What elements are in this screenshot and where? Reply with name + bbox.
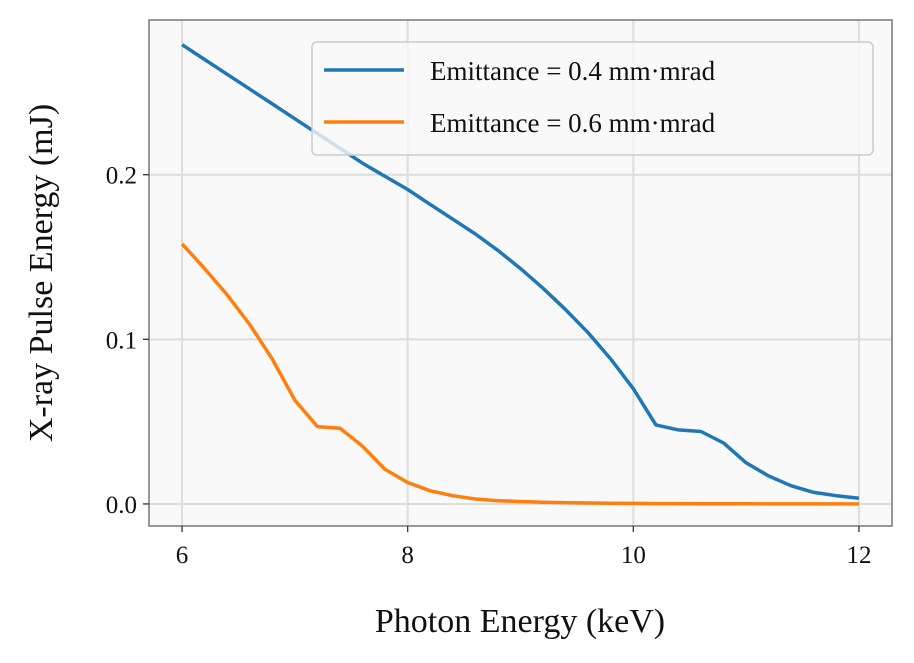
x-tick-label: 6 (176, 542, 189, 569)
ticks: 6 8 10 12 0.0 0.1 0.2 (106, 163, 872, 569)
y-tick-label: 0.2 (106, 163, 137, 190)
legend-box (311, 41, 874, 156)
legend-label-2: Emittance = 0.6 mm·mrad (430, 108, 716, 138)
axes-frame (148, 19, 893, 527)
legend: Emittance = 0.4 mm·mrad Emittance = 0.6 m… (311, 41, 874, 156)
x-tick-label: 10 (621, 542, 646, 569)
y-tick-label: 0.0 (106, 492, 137, 519)
x-tick-label: 8 (401, 542, 414, 569)
legend-label-1: Emittance = 0.4 mm·mrad (430, 56, 716, 86)
series-line-2 (180, 242, 859, 506)
y-tick-label: 0.1 (106, 327, 137, 354)
y-axis-label: X-ray Pulse Energy (mJ) (23, 104, 60, 442)
series-lines (180, 43, 860, 506)
x-tick-label: 12 (846, 542, 871, 569)
series-line-1 (181, 43, 860, 500)
x-axis-label: Photon Energy (keV) (375, 603, 665, 640)
